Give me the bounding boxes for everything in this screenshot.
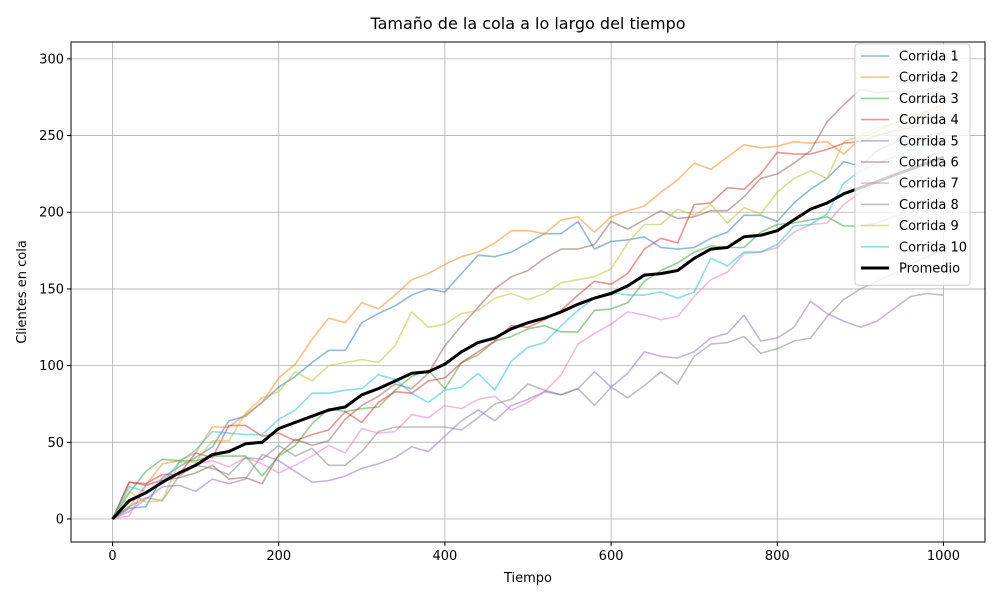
series-lines xyxy=(111,85,945,521)
x-tick-label: 1000 xyxy=(927,549,960,564)
series-line-corrida-1 xyxy=(112,131,944,520)
series-line-corrida-2 xyxy=(112,104,944,520)
y-tick-label: 300 xyxy=(39,52,64,67)
series-line-corrida-6 xyxy=(111,85,944,520)
y-tick-label: 200 xyxy=(39,206,64,221)
y-tick-label: 50 xyxy=(47,436,64,451)
y-axis-label: Clientes en cola xyxy=(15,240,30,344)
x-tick-label: 600 xyxy=(599,549,624,564)
legend-label-corrida-4: Corrida 4 xyxy=(899,113,959,128)
x-tick-label: 0 xyxy=(108,549,116,564)
axis-ticks: 0 200 400 600 800 1000 0 50 100 150 200 250 300 xyxy=(39,52,960,564)
x-axis-label: Tiempo xyxy=(503,571,552,586)
series-line-corrida-5 xyxy=(112,292,944,520)
y-tick-label: 0 xyxy=(56,512,64,527)
legend-label-corrida-6: Corrida 6 xyxy=(899,156,959,171)
series-line-corrida-10 xyxy=(111,137,944,520)
legend-label-corrida-1: Corrida 1 xyxy=(899,50,959,65)
x-tick-label: 800 xyxy=(765,549,790,564)
legend-label-corrida-9: Corrida 9 xyxy=(899,219,959,234)
series-line-corrida-3 xyxy=(111,199,944,520)
x-tick-label: 200 xyxy=(266,549,291,564)
y-tick-label: 150 xyxy=(39,282,64,297)
series-line-corrida-4 xyxy=(111,119,944,520)
legend-label-corrida-8: Corrida 8 xyxy=(899,198,959,213)
legend-label-corrida-2: Corrida 2 xyxy=(899,71,959,86)
series-line-corrida-9 xyxy=(111,107,944,520)
x-tick-label: 400 xyxy=(432,549,457,564)
legend-label-corrida-5: Corrida 5 xyxy=(899,134,959,149)
series-line-promedio xyxy=(111,155,945,521)
legend-label-corrida-10: Corrida 10 xyxy=(899,240,967,255)
series-line-corrida-8 xyxy=(112,248,944,520)
legend-label-corrida-7: Corrida 7 xyxy=(899,177,959,192)
legend: Corrida 1 Corrida 2 Corrida 3 Corrida 4 Corr… xyxy=(854,43,971,286)
legend-label-promedio: Promedio xyxy=(899,262,960,277)
y-tick-label: 100 xyxy=(39,359,64,374)
legend-label-corrida-3: Corrida 3 xyxy=(899,92,959,107)
series-line-corrida-7 xyxy=(112,150,944,520)
y-tick-label: 250 xyxy=(39,129,64,144)
chart-title: Tamaño de la cola a lo largo del tiempo xyxy=(369,14,685,33)
plot-area-frame xyxy=(70,41,986,543)
